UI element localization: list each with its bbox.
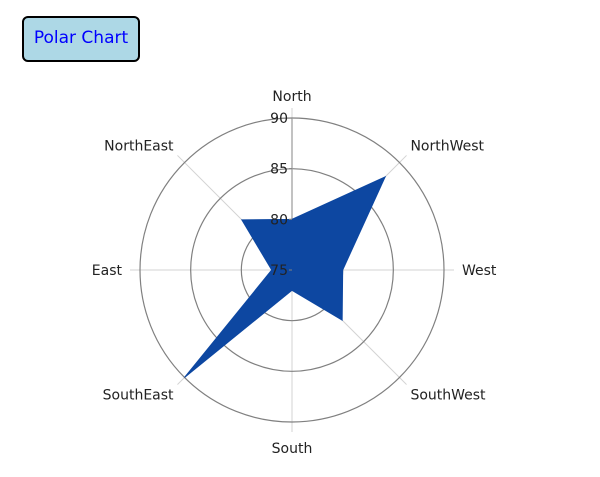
category-label-east: East bbox=[92, 263, 123, 279]
polar-chart-button[interactable]: Polar Chart bbox=[22, 16, 140, 62]
tick-label-80: 80 bbox=[270, 212, 288, 228]
category-label-southwest: SouthWest bbox=[410, 387, 486, 403]
series-layer bbox=[184, 175, 387, 378]
category-label-west: West bbox=[462, 263, 497, 279]
tick-label-90: 90 bbox=[270, 111, 288, 127]
category-label-northwest: NorthWest bbox=[410, 139, 484, 155]
category-label-northeast: NorthEast bbox=[104, 139, 174, 155]
category-label-layer: North NorthWest West SouthWest South SouthEas… bbox=[92, 89, 497, 457]
tick-layer: 75 80 85 90 bbox=[270, 111, 292, 279]
tick-label-75: 75 bbox=[270, 263, 288, 279]
category-label-southeast: SouthEast bbox=[103, 387, 174, 403]
category-label-north: North bbox=[272, 89, 311, 105]
category-label-south: South bbox=[272, 441, 313, 457]
tick-label-85: 85 bbox=[270, 162, 288, 178]
